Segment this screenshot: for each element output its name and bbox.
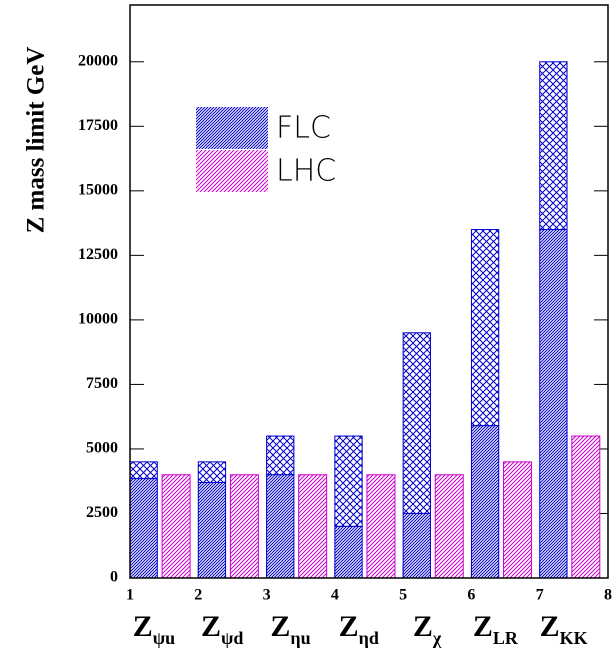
category-sub: ηd: [359, 628, 379, 648]
x-tick-label: 6: [467, 587, 475, 604]
x-tick-label: 4: [331, 587, 339, 604]
category-label: Zψu: [133, 610, 175, 648]
category-sub: ψu: [153, 628, 175, 648]
y-tick-label: 2500: [86, 504, 118, 521]
y-tick-label: 7500: [86, 375, 118, 392]
lhc-bar: [366, 474, 396, 579]
category-label: Zχ: [413, 610, 442, 648]
flc-bar-range: [197, 461, 227, 483]
y-tick-label: 5000: [86, 440, 118, 457]
category-label: Zψd: [201, 610, 243, 648]
category-sub: LR: [493, 628, 519, 648]
y-tick-label: 20000: [78, 52, 118, 69]
category-sub: KK: [560, 628, 588, 648]
flc-bar: [470, 425, 500, 579]
y-tick-label: 10000: [78, 311, 118, 328]
y-tick-label: 17500: [78, 117, 118, 134]
flc-bar-range: [129, 461, 158, 480]
flc-bar-range: [470, 229, 500, 427]
category-label: Zηd: [339, 610, 379, 648]
x-tick-label: 2: [194, 587, 202, 604]
x-tick-label: 5: [399, 587, 407, 604]
lhc-bar: [503, 461, 533, 579]
lhc-bar: [229, 474, 259, 579]
category-base: Z: [339, 610, 359, 643]
lhc-bar: [298, 474, 328, 579]
legend-swatch: [196, 107, 268, 149]
x-tick-label: 8: [604, 587, 612, 604]
plot-frame: [129, 4, 609, 579]
y-tick-label: 12500: [78, 246, 118, 263]
lhc-bar: [161, 474, 191, 579]
x-tick-label: 7: [536, 587, 544, 604]
y-tick-label: 15000: [78, 182, 118, 199]
flc-bar: [334, 525, 363, 579]
category-sub: ψd: [221, 628, 243, 648]
y-tick-label: 0: [110, 569, 118, 586]
legend-label: LHC: [276, 154, 336, 189]
category-base: Z: [473, 610, 493, 643]
category-base: Z: [201, 610, 221, 643]
flc-bar: [402, 512, 431, 579]
category-base: Z: [413, 610, 433, 643]
flc-bar-range: [266, 435, 295, 476]
legend-swatch: [196, 150, 268, 192]
flc-bar: [539, 229, 568, 579]
lhc-bar: [571, 435, 601, 579]
category-base: Z: [540, 610, 560, 643]
category-base: Z: [133, 610, 153, 643]
flc-bar: [129, 478, 158, 579]
category-sub: ηu: [290, 628, 310, 648]
flc-bar-range: [334, 435, 363, 527]
legend-label: FLC: [276, 111, 331, 146]
flc-bar: [197, 482, 227, 579]
flc-bar-range: [539, 61, 568, 231]
y-axis-label: Z mass limit GeV: [23, 47, 50, 234]
flc-bar: [266, 474, 295, 579]
category-sub: χ: [432, 628, 442, 648]
x-tick-label: 3: [263, 587, 271, 604]
flc-bar-range: [402, 332, 431, 514]
category-label: ZLR: [473, 610, 519, 648]
category-base: Z: [270, 610, 290, 643]
category-label: Zηu: [270, 610, 310, 648]
category-label: ZKK: [540, 610, 588, 648]
x-tick-label: 1: [126, 587, 134, 604]
lhc-bar: [434, 474, 464, 579]
